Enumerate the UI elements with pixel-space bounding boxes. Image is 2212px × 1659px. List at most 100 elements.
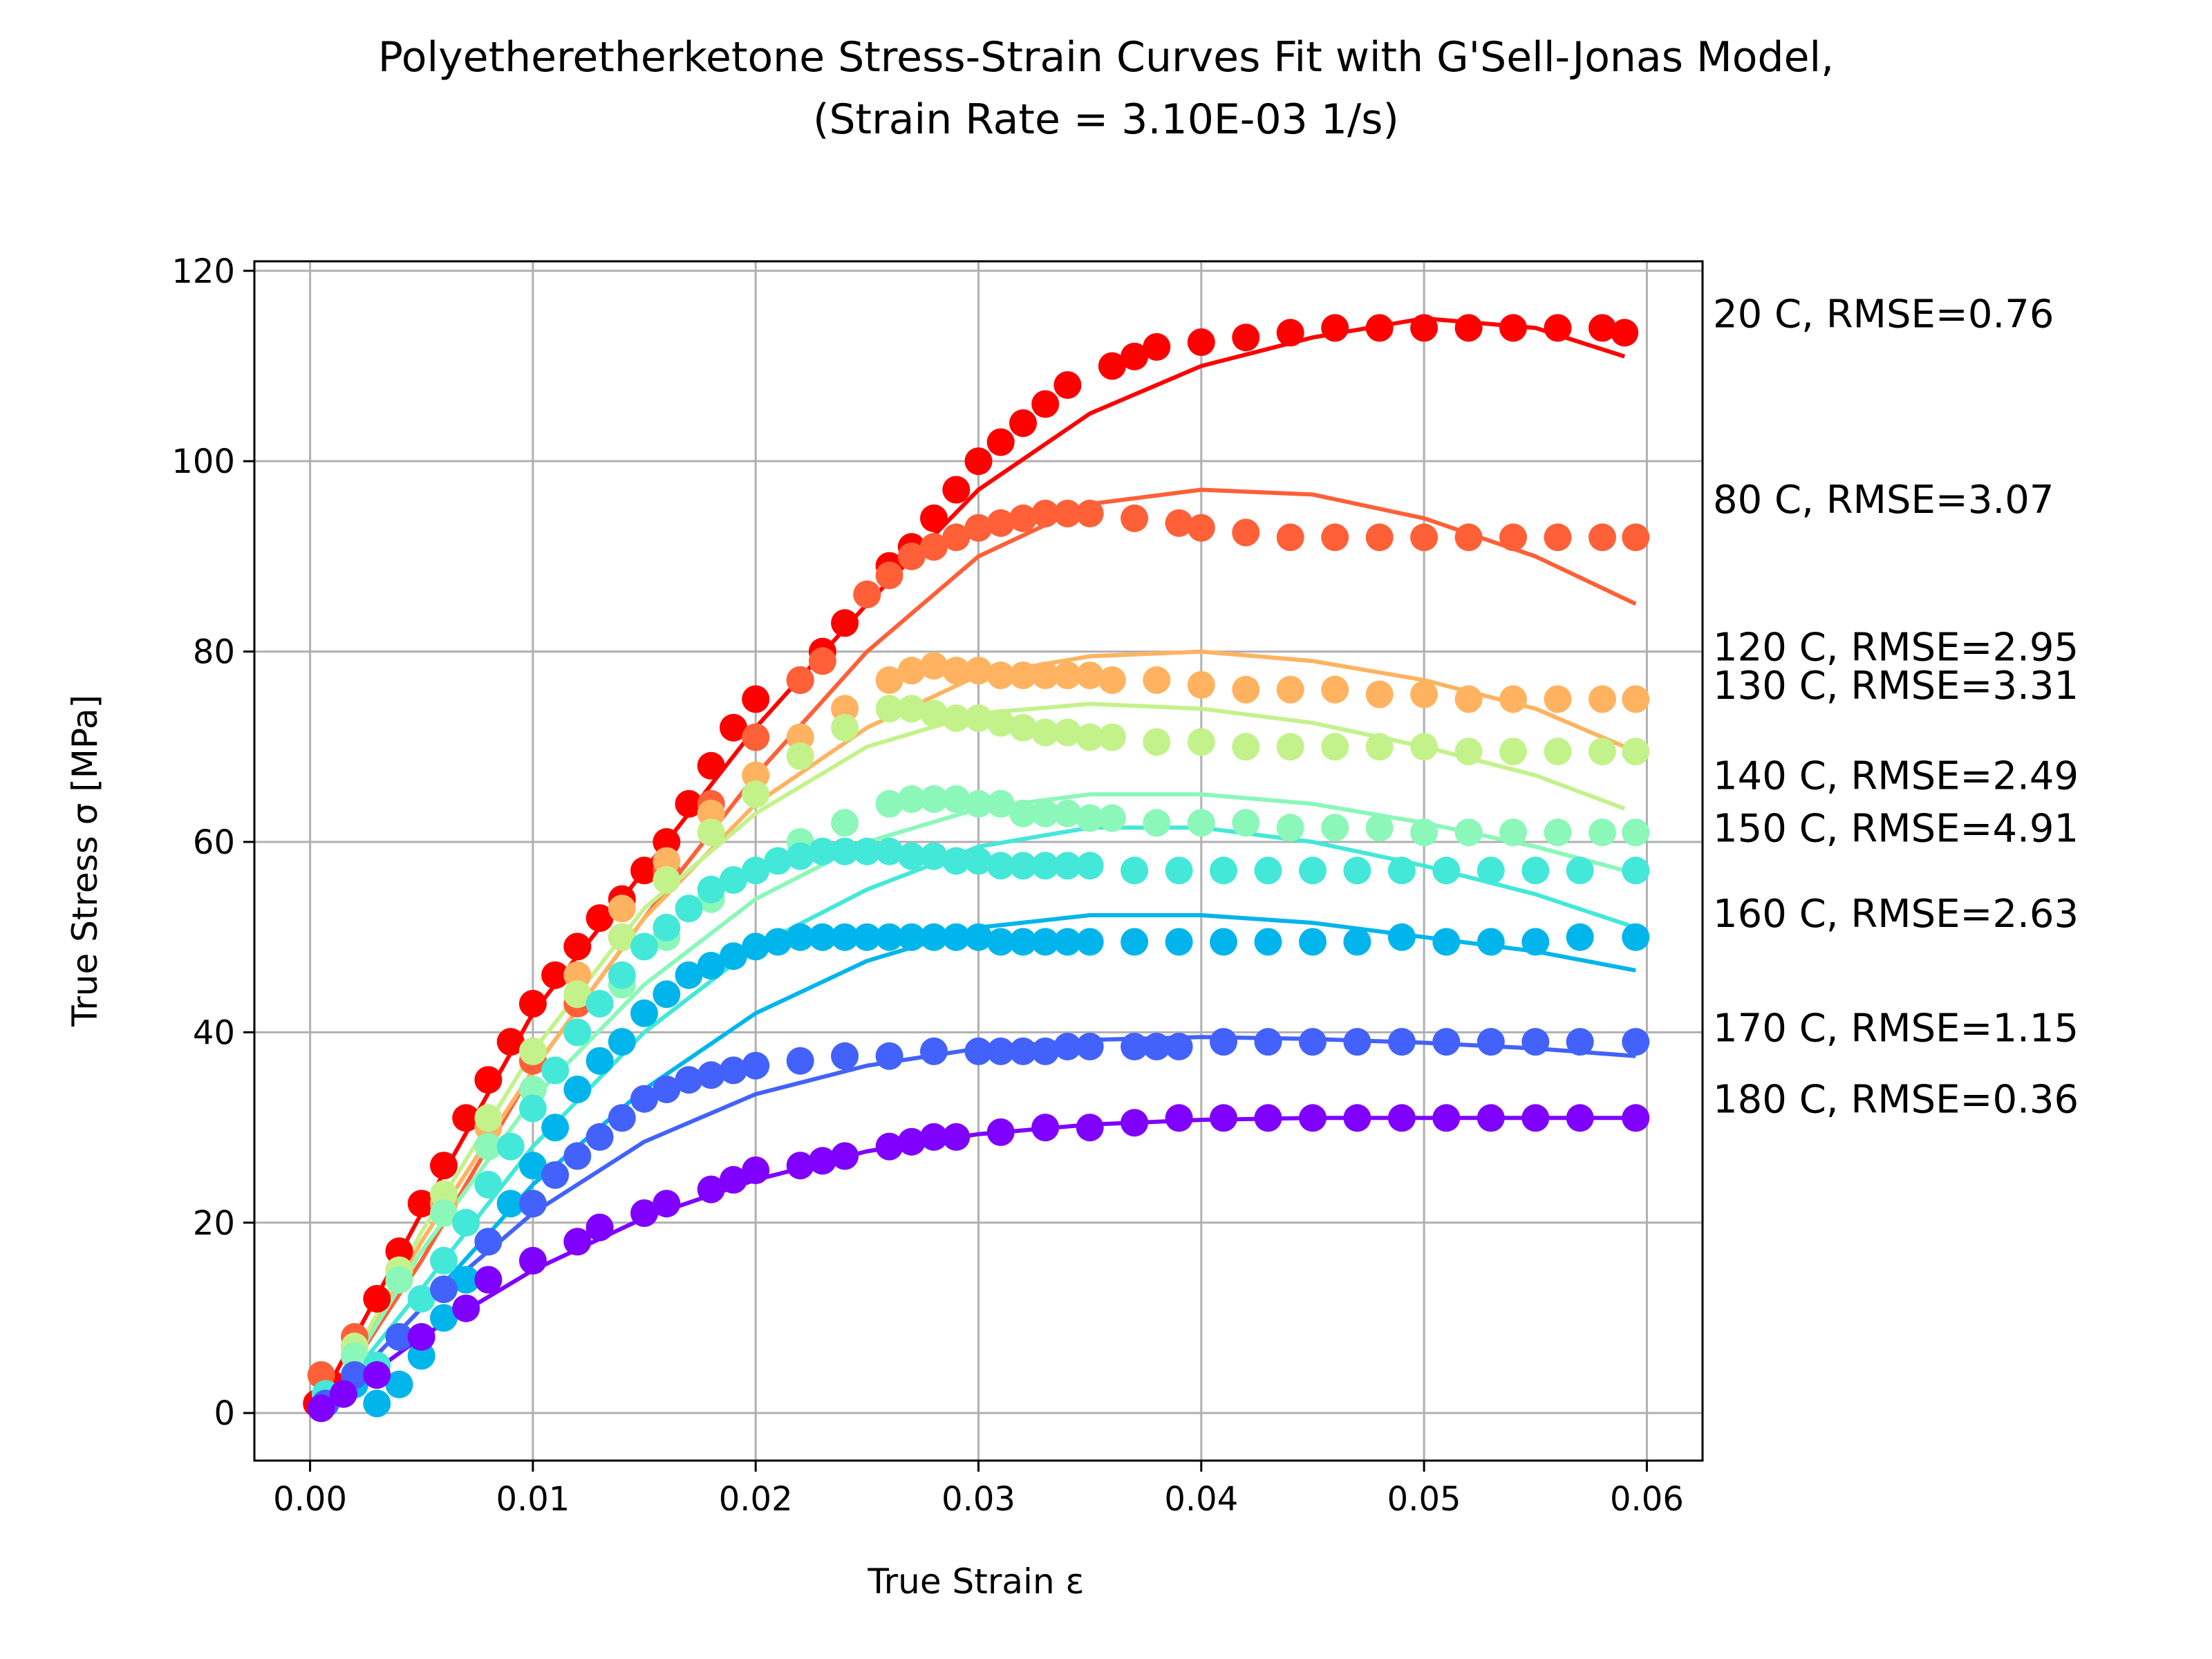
- data-point-s7-12: [675, 1066, 703, 1094]
- data-point-s2-14: [897, 657, 926, 685]
- data-point-s3-34: [1588, 738, 1616, 766]
- data-point-s4-14: [897, 785, 926, 813]
- x-tick-label-2: 0.02: [719, 1480, 793, 1519]
- data-point-s6-8: [496, 1190, 525, 1218]
- data-point-s3-33: [1544, 738, 1572, 766]
- data-point-s4-31: [1454, 818, 1483, 847]
- data-point-s1-16: [920, 533, 948, 561]
- data-point-s1-22: [1053, 499, 1082, 527]
- data-point-s2-16: [942, 657, 971, 685]
- data-point-s4-20: [1031, 799, 1060, 827]
- data-point-s8-31: [1432, 1104, 1461, 1132]
- data-point-s8-6: [518, 1246, 547, 1275]
- data-point-s7-36: [1521, 1028, 1550, 1056]
- data-point-s6-18: [720, 942, 747, 971]
- data-point-s6-28: [942, 923, 971, 951]
- data-point-s6-30: [986, 928, 1015, 956]
- data-point-s8-9: [630, 1199, 658, 1227]
- data-point-s5-35: [1121, 856, 1149, 885]
- data-point-s0-12: [563, 932, 592, 961]
- data-point-s0-9: [496, 1028, 525, 1056]
- data-point-s6-4: [407, 1342, 435, 1370]
- data-point-s7-37: [1566, 1028, 1594, 1056]
- data-point-s6-19: [742, 932, 770, 961]
- data-point-s8-24: [1121, 1109, 1149, 1137]
- data-point-s8-21: [986, 1118, 1015, 1146]
- data-point-s8-5: [474, 1266, 503, 1294]
- x-tick-label-6: 0.06: [1610, 1480, 1684, 1519]
- data-point-s8-22: [1031, 1114, 1060, 1142]
- data-point-s2-27: [1276, 675, 1304, 704]
- series-label-4: 140 C, RMSE=2.49: [1713, 754, 2079, 799]
- data-point-s3-29: [1365, 733, 1394, 761]
- data-point-s8-18: [897, 1127, 926, 1156]
- data-point-s7-38: [1622, 1028, 1650, 1056]
- data-point-s2-17: [964, 657, 993, 685]
- data-point-s5-12: [585, 990, 614, 1018]
- data-point-s4-32: [1499, 818, 1527, 847]
- data-point-s3-9: [697, 818, 725, 847]
- data-point-s7-11: [653, 1076, 681, 1103]
- data-point-s6-44: [1521, 928, 1550, 956]
- data-point-s6-42: [1432, 928, 1461, 956]
- data-point-s2-21: [1053, 662, 1082, 689]
- data-point-s2-31: [1454, 685, 1483, 713]
- data-point-s6-25: [875, 923, 903, 951]
- data-point-s5-30: [986, 852, 1015, 880]
- data-point-s0-47: [1611, 319, 1639, 347]
- data-point-s0-35: [1121, 342, 1149, 371]
- data-point-s7-6: [541, 1161, 570, 1189]
- data-point-s5-37: [1210, 856, 1237, 885]
- data-point-s6-23: [831, 923, 859, 951]
- data-point-s1-29: [1321, 523, 1349, 552]
- data-point-s0-18: [697, 751, 725, 780]
- data-point-s3-7: [608, 923, 636, 951]
- data-point-s0-37: [1187, 328, 1215, 356]
- data-point-s5-8: [496, 1132, 525, 1161]
- data-point-s6-26: [897, 923, 926, 951]
- data-point-s8-10: [653, 1190, 681, 1218]
- data-point-s1-25: [1165, 509, 1193, 537]
- data-point-s6-45: [1566, 923, 1594, 951]
- data-point-s6-27: [920, 923, 948, 951]
- data-point-s2-23: [1098, 666, 1126, 694]
- data-point-s5-14: [630, 932, 658, 961]
- data-point-s8-3: [407, 1323, 435, 1351]
- data-point-s7-20: [964, 1037, 993, 1065]
- data-point-s7-7: [563, 1142, 592, 1170]
- data-point-s7-32: [1343, 1028, 1371, 1056]
- data-point-s2-6: [563, 961, 592, 989]
- x-tick-label-3: 0.03: [941, 1480, 1015, 1519]
- data-point-s6-40: [1343, 928, 1371, 956]
- data-point-s4-35: [1622, 818, 1650, 847]
- data-point-s8-11: [697, 1175, 725, 1203]
- data-point-s7-29: [1210, 1028, 1237, 1056]
- data-point-s0-46: [1588, 314, 1616, 342]
- data-point-s6-21: [786, 923, 814, 951]
- data-point-s6-29: [964, 923, 993, 951]
- data-point-s8-25: [1165, 1104, 1193, 1132]
- data-point-s6-15: [653, 980, 681, 1009]
- data-point-s7-33: [1387, 1028, 1416, 1056]
- data-point-s6-24: [853, 923, 881, 951]
- data-point-s2-19: [1009, 662, 1037, 689]
- data-point-s1-36: [1622, 523, 1650, 552]
- data-point-s2-32: [1499, 685, 1527, 713]
- data-point-s1-24: [1121, 504, 1149, 532]
- data-point-s8-20: [942, 1123, 971, 1151]
- data-point-s1-34: [1544, 523, 1572, 552]
- data-point-s5-25: [875, 837, 903, 865]
- data-point-s6-37: [1210, 928, 1237, 956]
- data-point-s4-28: [1321, 814, 1349, 842]
- data-point-s4-16: [942, 785, 971, 813]
- data-point-s6-11: [563, 1076, 592, 1103]
- data-point-s3-13: [875, 695, 903, 723]
- y-tick-label-4: 80: [193, 633, 235, 672]
- data-point-s4-22: [1076, 804, 1104, 832]
- y-tick-label-2: 40: [193, 1013, 235, 1052]
- data-point-s5-13: [608, 961, 636, 989]
- data-point-s0-43: [1454, 314, 1483, 342]
- data-point-s6-32: [1031, 928, 1060, 956]
- data-point-s5-19: [742, 856, 770, 885]
- data-point-s0-6: [430, 1152, 458, 1180]
